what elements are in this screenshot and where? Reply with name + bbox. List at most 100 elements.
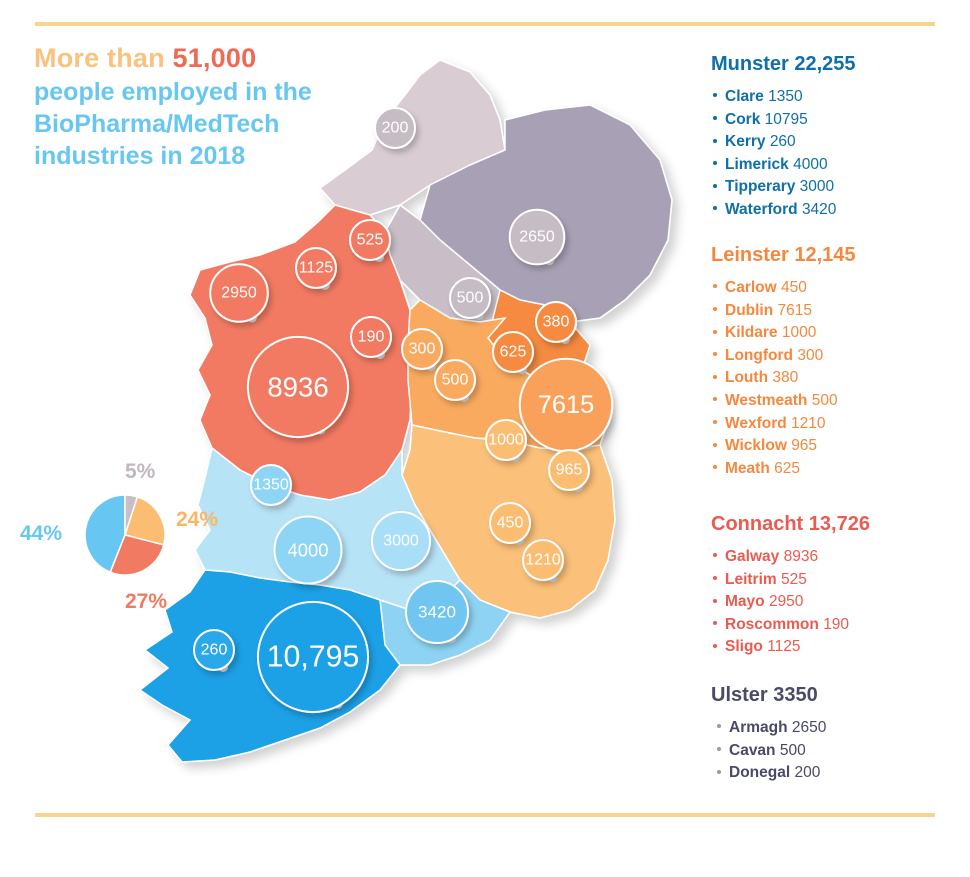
bubble-label: 10,795: [267, 641, 360, 674]
bubble-label: 2950: [221, 285, 257, 302]
pie-label-connacht: 27%: [125, 590, 168, 613]
legend-county-item: Armagh 2650: [711, 717, 826, 740]
county-name: Leitrim: [725, 570, 777, 588]
bubble-circle: [209, 263, 269, 323]
legend-county-item: Clare 1350: [711, 86, 856, 109]
county-value: 1350: [768, 88, 803, 105]
bubble-label: 1000: [488, 432, 524, 449]
bubble-circle: [193, 629, 235, 671]
bubble-label: 1210: [525, 552, 561, 569]
bubble-kerry: 260: [193, 629, 235, 672]
bubble-kildare: 1000: [485, 419, 527, 462]
county-value: 380: [772, 369, 799, 387]
bubble-mayo: 2950: [209, 263, 269, 323]
headline-subtitle-line: BioPharma/MedTech: [34, 110, 280, 138]
county-value: 3420: [801, 200, 837, 218]
county-value: 200: [794, 764, 821, 782]
headline-subtitle-line: industries in 2018: [34, 142, 246, 170]
bubble-circle: [401, 328, 443, 370]
bubble-circle: [489, 502, 531, 544]
bubble-wicklow: 965: [548, 449, 590, 492]
bubble-carlow: 450: [489, 502, 531, 545]
bubble-sligo: 1125: [295, 247, 337, 290]
legend-ulster: Ulster 3350 Armagh 2650 Cavan 500 Donega…: [711, 684, 826, 785]
county-name: Kildare: [725, 324, 778, 342]
bubble-louth: 380: [535, 301, 577, 344]
bubble-leitrim: 525: [349, 219, 391, 262]
bubble-meath: 625: [492, 331, 534, 374]
county-value: 450: [781, 279, 807, 296]
headline-subtitle: people employed in the BioPharma/MedTech…: [34, 76, 364, 172]
bubble-circle: [405, 580, 469, 644]
county-name: Cavan: [729, 741, 776, 759]
legend-county-item: Cork 10795: [711, 109, 856, 132]
county-name: Donegal: [729, 764, 791, 782]
legend-connacht-list: Galway 8936 Leitrim 525 Mayo 2950 Roscom…: [711, 546, 870, 659]
bubble-label: 200: [382, 120, 409, 137]
legend-county-item: Leitrim 525: [711, 569, 870, 592]
county-value: 10795: [764, 110, 808, 128]
county-name: Westmeath: [725, 391, 808, 409]
bubble-label: 450: [497, 515, 524, 532]
county-name: Louth: [725, 369, 769, 387]
bubble-circle: [508, 208, 566, 266]
legend-leinster-title: Leinster 12,145: [711, 244, 856, 266]
headline-number: 51,000: [172, 43, 257, 73]
county-name: Wexford: [725, 414, 787, 432]
bubble-westmeath: 500: [434, 359, 476, 402]
legend-county-item: Donegal 200: [711, 762, 826, 785]
bubble-clare: 1350: [250, 464, 292, 507]
county-name: Roscommon: [725, 615, 819, 633]
county-name: Carlow: [725, 279, 777, 296]
county-name: Tipperary: [725, 178, 796, 196]
county-name: Sligo: [725, 638, 763, 656]
county-value: 1210: [791, 414, 826, 432]
county-value: 1000: [781, 324, 817, 342]
pie-slice: [124, 496, 166, 546]
bubble-circle: [273, 515, 343, 585]
bubble-label: 7615: [538, 391, 595, 419]
legend-connacht-title: Connacht 13,726: [711, 513, 870, 535]
pie-slice: [109, 534, 165, 576]
bubble-donegal: 200: [374, 107, 416, 150]
bubble-circle: [370, 510, 432, 572]
county-name: Kerry: [725, 133, 766, 151]
bubble-circle: [374, 107, 416, 149]
bubble-label: 3000: [383, 533, 419, 550]
legend-ulster-list: Armagh 2650 Cavan 500 Donegal 200: [711, 717, 826, 785]
legend-munster: Munster 22,255 Clare 1350 Cork 10795 Ker…: [711, 53, 856, 222]
county-name: Armagh: [729, 719, 788, 736]
legend-county-item: Wicklow 965: [711, 435, 856, 458]
bubble-circle: [522, 539, 564, 581]
bubble-circle: [350, 316, 392, 358]
bubble-galway: 8936: [246, 335, 350, 439]
county-name: Cork: [725, 110, 761, 128]
bubble-wexford: 1210: [522, 539, 564, 582]
bubble-label: 260: [201, 642, 228, 659]
county-name: Wicklow: [725, 437, 787, 455]
county-value: 3000: [799, 178, 835, 196]
bubble-label: 4000: [288, 540, 329, 561]
legend-ulster-title: Ulster 3350: [711, 684, 818, 706]
bubble-label: 500: [442, 372, 469, 389]
bubble-limerick: 4000: [273, 515, 343, 585]
bubble-label: 1125: [299, 260, 334, 277]
bubble-cavan: 500: [449, 277, 491, 320]
bubble-longford: 300: [401, 328, 443, 371]
bubble-roscommon: 190: [350, 316, 392, 359]
county-bubbles: 200 2650 500 525 1125 2950 190 8936 380 625 300 500…: [193, 107, 614, 714]
bubble-circle: [434, 359, 476, 401]
bubble-circle: [485, 419, 527, 461]
county-name: Clare: [725, 88, 764, 105]
legend-county-item: Tipperary 3000: [711, 176, 856, 199]
county-name: Meath: [725, 459, 770, 477]
headline: More than 51,000 people employed in the …: [34, 43, 364, 172]
legend-county-item: Longford 300: [711, 345, 856, 368]
bubble-circle: [349, 219, 391, 261]
county-value: 300: [797, 346, 824, 364]
pie-slice: [84, 494, 126, 574]
county-name: Longford: [725, 346, 794, 364]
legend-county-item: Carlow 450: [711, 277, 856, 300]
pie-label-munster: 44%: [20, 522, 63, 545]
legend-county-item: Mayo 2950: [711, 591, 870, 614]
